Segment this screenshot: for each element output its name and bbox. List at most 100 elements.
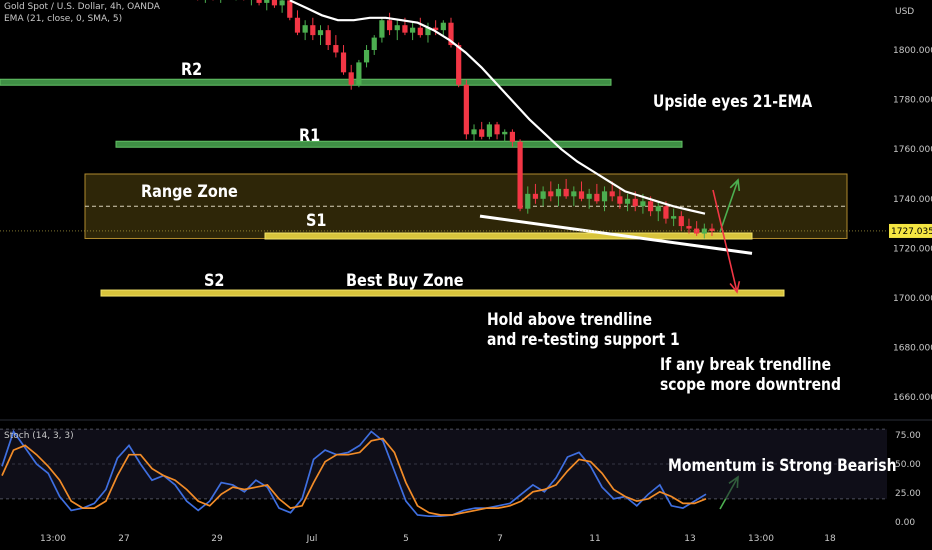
stoch-tick-label: 75.00 xyxy=(895,431,921,441)
s1-line xyxy=(264,232,753,240)
currency-label: USD xyxy=(895,7,914,17)
down-arrow-head xyxy=(729,281,741,294)
down-arrow xyxy=(712,189,738,293)
candle-body xyxy=(456,45,462,85)
price-tick-label: 1660.000 xyxy=(893,393,932,403)
candle-body xyxy=(302,25,308,33)
candle-body xyxy=(686,226,692,229)
candle-body xyxy=(256,0,262,3)
candle-body xyxy=(340,52,347,73)
candle-body xyxy=(671,216,677,219)
candle-body xyxy=(264,0,270,3)
time-tick-label: 13 xyxy=(684,534,695,544)
candle-body xyxy=(617,196,623,204)
axes-layer: 1727.035 1660.000 1680.000 1700.000 1720.000… xyxy=(0,7,932,544)
price-tick-label: 1680.000 xyxy=(893,344,932,354)
candle-body xyxy=(371,37,377,50)
trendlines-layer xyxy=(0,214,887,255)
time-tick-label: 27 xyxy=(118,534,129,544)
levels-layer xyxy=(0,78,785,297)
candle-body xyxy=(624,198,631,204)
hold-annotation-line1: Hold above trendline xyxy=(487,310,653,330)
candle-body xyxy=(363,50,370,63)
time-tick-label: 11 xyxy=(589,534,600,544)
candle-body xyxy=(594,193,600,202)
candle-body xyxy=(540,191,546,199)
stoch-d-line xyxy=(1,437,707,516)
stoch-tick-label: 50.00 xyxy=(895,460,921,470)
stoch-legend: Stoch (14, 3, 3) xyxy=(4,431,74,441)
candle-body xyxy=(494,124,500,135)
last-price-value: 1727.035 xyxy=(891,227,932,237)
candle-body xyxy=(325,30,331,46)
candle-body xyxy=(448,22,454,46)
time-tick-label: 13:00 xyxy=(748,534,774,544)
time-tick-label: 7 xyxy=(497,534,503,544)
time-tick-label: 29 xyxy=(211,534,223,544)
ema-21-line xyxy=(289,0,706,215)
stoch-k-line xyxy=(1,429,707,518)
candle-body xyxy=(632,198,638,207)
candle-body xyxy=(356,62,362,85)
price-tick-label: 1800.000 xyxy=(893,46,932,56)
descending-trendline xyxy=(479,214,753,255)
candle-body xyxy=(417,27,423,36)
candle-body xyxy=(279,0,285,6)
candles-layer xyxy=(197,0,715,239)
break-annotation-line2: scope more downtrend xyxy=(660,375,841,395)
zones-layer xyxy=(84,173,848,239)
candle-body xyxy=(294,17,301,33)
price-tick-label: 1760.000 xyxy=(893,145,932,155)
r2-label: R2 xyxy=(181,60,203,80)
candle-body xyxy=(640,201,646,207)
candle-body xyxy=(655,206,661,212)
candle-body xyxy=(433,27,439,31)
upside-annotation: Upside eyes 21-EMA xyxy=(653,92,813,112)
price-tick-label: 1740.000 xyxy=(893,195,932,205)
candle-body xyxy=(678,216,684,227)
stoch-layer xyxy=(0,428,887,518)
candle-body xyxy=(479,129,485,137)
candle-body xyxy=(471,129,477,135)
candle-body xyxy=(555,188,562,197)
candle-body xyxy=(379,20,385,38)
candle-body xyxy=(609,191,615,197)
price-tick-label: 1720.000 xyxy=(893,244,932,254)
candle-body xyxy=(563,188,569,197)
candle-body xyxy=(348,72,354,85)
time-tick-label: 18 xyxy=(824,534,836,544)
r2-line xyxy=(0,78,612,86)
candle-body xyxy=(601,191,608,202)
stoch-tick-label: 25.00 xyxy=(895,489,921,499)
last-price-tag xyxy=(889,223,932,238)
up-arrow xyxy=(719,179,739,233)
candle-body xyxy=(517,141,523,209)
candle-body xyxy=(333,45,339,53)
break-annotation-line1: If any break trendline xyxy=(660,355,832,375)
time-tick-label: 13:00 xyxy=(40,534,66,544)
symbol-title: Gold Spot / U.S. Dollar, 4h, OANDA xyxy=(4,2,160,12)
candle-body xyxy=(440,22,446,31)
candle-body xyxy=(410,27,416,33)
ema-layer xyxy=(289,0,706,215)
r1-line xyxy=(115,140,683,148)
candle-body xyxy=(701,228,707,234)
candle-body xyxy=(586,193,592,199)
range-zone-label: Range Zone xyxy=(141,182,238,202)
candle-body xyxy=(532,193,539,199)
candle-body xyxy=(486,124,492,137)
best-buy-zone-label: Best Buy Zone xyxy=(346,271,464,291)
candle-body xyxy=(463,84,469,135)
stoch-tick-label: 0.00 xyxy=(895,518,915,528)
candle-body xyxy=(525,193,531,209)
candle-body xyxy=(647,201,654,212)
time-tick-label: Jul xyxy=(306,534,318,544)
candle-body xyxy=(425,27,431,36)
candle-body xyxy=(386,20,393,31)
candle-body xyxy=(709,228,715,232)
candle-body xyxy=(402,25,408,33)
s2-line xyxy=(100,289,785,297)
candle-body xyxy=(394,25,400,31)
s1-label: S1 xyxy=(306,211,327,231)
